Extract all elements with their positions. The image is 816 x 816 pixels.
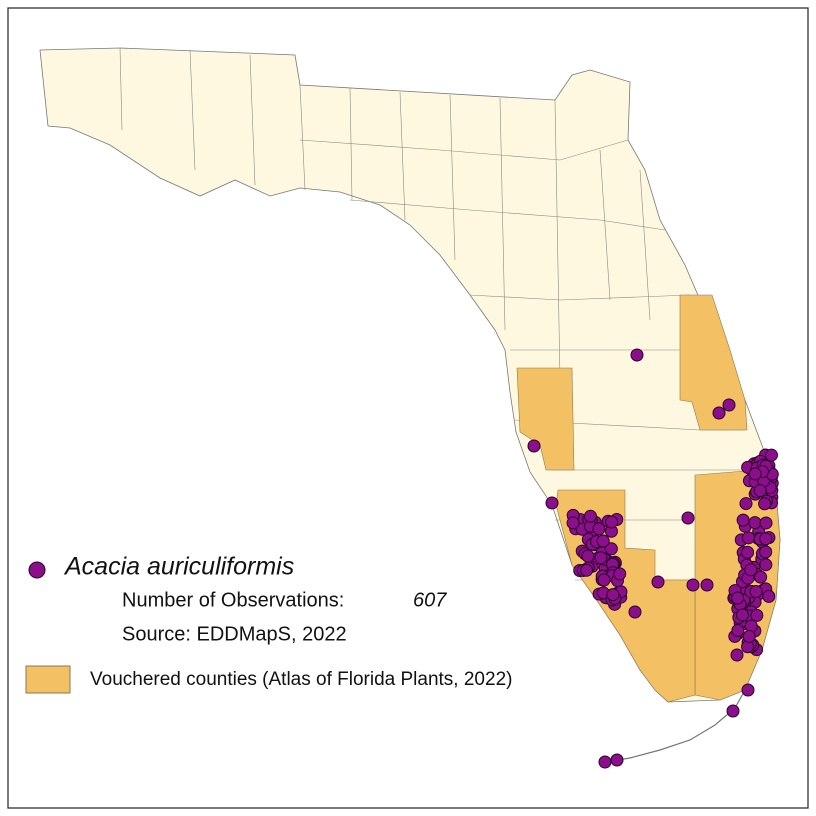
observation-point bbox=[731, 623, 745, 637]
observation-point bbox=[613, 567, 627, 581]
observation-point bbox=[759, 516, 773, 530]
observation-point bbox=[749, 585, 763, 599]
observation-point bbox=[748, 467, 762, 481]
legend-species: Acacia auriculiformis bbox=[63, 553, 294, 581]
observation-point bbox=[606, 588, 620, 602]
observation-point bbox=[581, 549, 595, 563]
observation-point bbox=[583, 509, 597, 523]
observation-point bbox=[741, 683, 755, 697]
observation-point bbox=[731, 591, 745, 605]
observation-point bbox=[753, 484, 767, 498]
observation-point bbox=[630, 348, 644, 362]
observation-points bbox=[527, 348, 779, 769]
observation-point bbox=[759, 558, 773, 572]
observation-point bbox=[736, 513, 750, 527]
observation-point bbox=[739, 497, 753, 511]
observation-point bbox=[596, 534, 610, 548]
observation-point bbox=[758, 497, 772, 511]
observation-point bbox=[762, 589, 776, 603]
observation-point bbox=[730, 648, 744, 662]
observation-point bbox=[628, 605, 642, 619]
observation-point bbox=[726, 704, 740, 718]
observation-point bbox=[722, 398, 736, 412]
observation-point bbox=[742, 629, 756, 643]
observation-point bbox=[605, 515, 619, 529]
legend-point-symbol bbox=[28, 561, 46, 579]
observation-point bbox=[736, 608, 750, 622]
legend-source: Source: EDDMapS, 2022 bbox=[122, 623, 347, 645]
observation-point bbox=[580, 563, 594, 577]
observation-point bbox=[566, 516, 580, 530]
observation-point bbox=[610, 753, 624, 767]
observation-point bbox=[744, 619, 758, 633]
vouchered-county bbox=[679, 294, 748, 431]
observation-point bbox=[741, 531, 755, 545]
observation-point bbox=[759, 532, 773, 546]
legend-vouchered-swatch bbox=[25, 665, 71, 694]
observation-point bbox=[604, 542, 618, 556]
observation-point bbox=[598, 755, 612, 769]
observation-point bbox=[712, 406, 726, 420]
legend-observations-label: Number of Observations: bbox=[122, 589, 344, 611]
observation-point bbox=[686, 578, 700, 592]
observation-point bbox=[597, 573, 611, 587]
vouchered-county bbox=[516, 367, 575, 471]
observation-point bbox=[700, 578, 714, 592]
legend-vouchered: Vouchered counties (Atlas of Florida Pla… bbox=[90, 669, 512, 690]
observation-point bbox=[741, 545, 755, 559]
observation-point bbox=[759, 545, 773, 559]
observation-point bbox=[651, 575, 665, 589]
observation-point bbox=[754, 570, 768, 584]
observation-point bbox=[545, 496, 559, 510]
observation-point bbox=[764, 448, 778, 462]
observation-point bbox=[592, 522, 606, 536]
observation-point bbox=[750, 608, 764, 622]
observation-point bbox=[594, 551, 608, 565]
observation-point bbox=[681, 511, 695, 525]
observation-point bbox=[748, 516, 762, 530]
observation-point bbox=[527, 439, 541, 453]
legend-observations-count: 607 bbox=[413, 589, 447, 611]
observation-point bbox=[744, 563, 758, 577]
